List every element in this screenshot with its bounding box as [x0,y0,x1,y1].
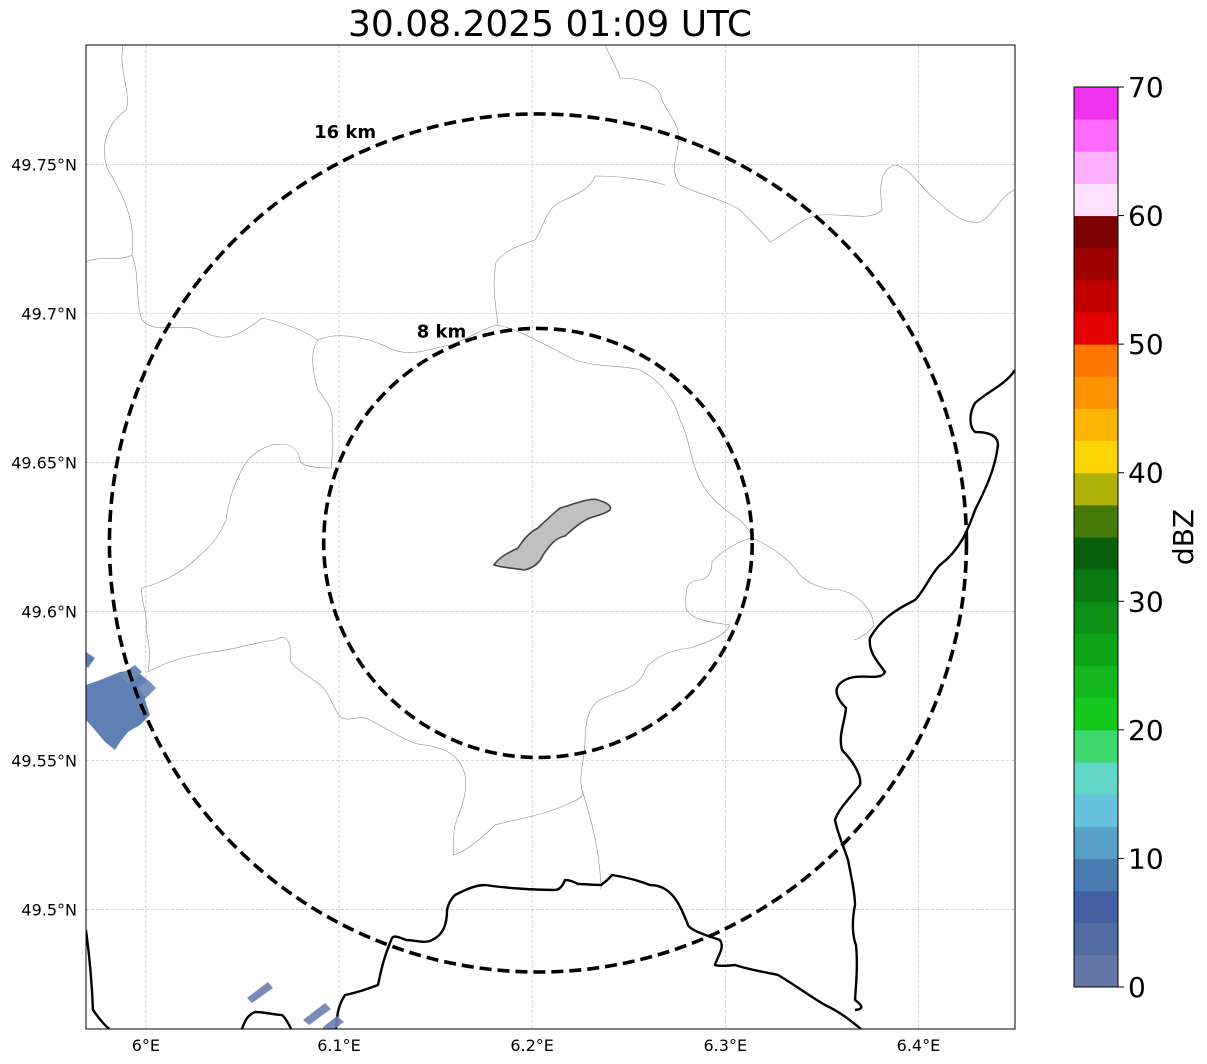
border-germany-luxembourg [833,369,1015,1012]
admin-boundary-north-west [86,45,134,263]
colorbar-segment [1074,504,1118,538]
admin-boundary-south-central-upper [580,624,731,791]
admin-boundary-north-west-lower [131,254,499,353]
admin-boundary-north-east [604,45,1015,243]
colorbar-segment [1074,408,1118,442]
colorbar-frame [1073,86,1119,988]
lon-tick-label: 6°E [132,1036,160,1055]
colorbar-segment [1074,376,1118,409]
admin-boundary-east [685,537,875,641]
national-borders [86,369,1015,1029]
colorbar-segment [1074,312,1118,345]
radar-echo-south-c [323,1016,344,1029]
radar-echo-south-a [247,982,273,1003]
admin-boundary-west [141,587,150,673]
admin-boundary-central-west [141,339,334,589]
colorbar-segment [1074,729,1118,763]
colorbar-tick-label: 20 [1128,714,1164,747]
colorbar-tick-label: 70 [1128,71,1164,104]
colorbar-segment [1074,344,1118,377]
colorbar-segment [1074,890,1118,924]
colorbar: 0 10 20 30 40 50 60 70 dBZ [1073,71,1200,1004]
map-title: 30.08.2025 01:09 UTC [347,4,753,45]
colorbar-segment [1074,569,1118,602]
colorbar-segment [1074,826,1118,859]
admin-boundary-north-central [493,175,666,326]
lat-tick-label: 49.5°N [21,901,77,920]
admin-boundaries [86,45,1015,891]
colorbar-segment [1074,183,1118,217]
colorbar-segment [1074,633,1118,667]
colorbar-tick-label: 0 [1128,971,1146,1004]
colorbar-segment [1074,119,1118,152]
border-south-west [240,1010,293,1029]
colorbar-segment [1074,215,1118,249]
lat-tick-label: 49.65°N [11,453,77,472]
radar-echo-west-strip-right [138,680,156,698]
colorbar-segment [1074,922,1118,956]
city-area [492,498,612,571]
colorbar-tick-label: 40 [1128,457,1164,490]
colorbar-segment [1074,601,1118,634]
colorbar-segment [1074,279,1118,313]
admin-boundary-central-north [497,324,753,539]
radar-echo-west-top [86,652,95,668]
colorbar-tick-label: 60 [1128,200,1164,233]
colorbar-segment [1074,858,1118,892]
range-rings: 8 km 16 km [107,112,969,974]
admin-boundary-south-central [581,789,602,891]
colorbar-segment [1074,954,1118,988]
lat-tick-label: 49.7°N [21,304,77,323]
lon-tick-label: 6.1°E [317,1036,361,1055]
colorbar-segment [1074,87,1118,120]
range-ring-label: 8 km [417,321,467,342]
colorbar-label: dBZ [1167,509,1200,565]
colorbar-segment [1074,537,1118,570]
colorbar-tick-label: 50 [1128,328,1164,361]
colorbar-segment [1074,247,1118,281]
colorbar-tick-label: 10 [1128,842,1164,875]
range-ring [107,112,969,974]
admin-boundary-south-west [147,637,584,856]
lon-tick-label: 6.4°E [897,1036,941,1055]
radar-echoes [86,652,344,1029]
range-ring-label: 16 km [314,122,376,143]
colorbar-segment [1074,151,1118,184]
colorbar-segment [1074,440,1118,474]
colorbar-segment [1074,762,1118,795]
lon-tick-label: 6.2°E [510,1036,554,1055]
axis-labels: 49.75°N 49.7°N 49.65°N 49.6°N 49.55°N 49.5°N 6… [11,155,940,1055]
border-france-luxembourg [334,873,862,1029]
lat-tick-label: 49.6°N [21,603,77,622]
lat-tick-label: 49.55°N [11,752,77,771]
lat-tick-label: 49.75°N [11,155,77,174]
colorbar-tick-label: 30 [1128,585,1164,618]
colorbar-segment [1074,665,1118,699]
plot-frame [85,44,1016,1030]
colorbar-segment [1074,794,1118,827]
border-france-west [86,929,111,1029]
radar-echo-south-b [303,1003,331,1025]
radar-echo-west [86,670,150,750]
lon-tick-label: 6.3°E [704,1036,748,1055]
range-ring [321,326,755,760]
colorbar-segment [1074,472,1118,506]
colorbar-segment [1074,697,1118,731]
